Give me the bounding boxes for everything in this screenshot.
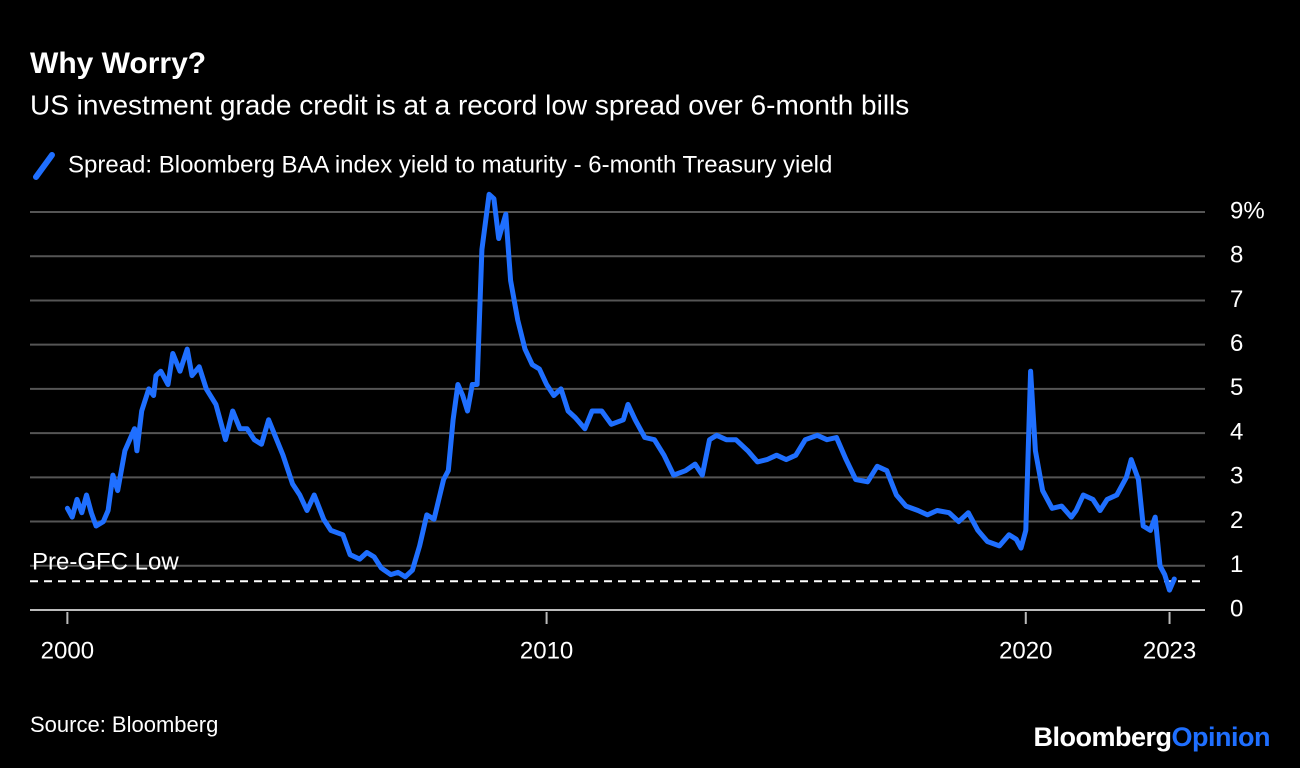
y-tick-label: 9% <box>1230 197 1265 224</box>
y-tick-label: 8 <box>1230 242 1243 269</box>
y-tick-label: 0 <box>1230 595 1243 622</box>
y-tick-label: 5 <box>1230 374 1243 401</box>
x-tick-label: 2023 <box>1143 637 1196 664</box>
source: Source: Bloomberg <box>30 712 218 737</box>
brand-opinion: Opinion <box>1172 722 1270 752</box>
brand: BloombergOpinion <box>1034 722 1271 752</box>
legend-swatch <box>33 152 55 180</box>
y-tick-label: 2 <box>1230 507 1243 534</box>
x-tick-label: 2000 <box>41 637 94 664</box>
chart-subtitle: US investment grade credit is at a recor… <box>30 89 909 120</box>
y-tick-label: 6 <box>1230 330 1243 357</box>
chart-title: Why Worry? <box>30 47 206 80</box>
legend-label: Spread: Bloomberg BAA index yield to mat… <box>68 151 832 178</box>
series-line <box>64 191 1177 593</box>
y-tick-label: 1 <box>1230 551 1243 578</box>
y-tick-label: 7 <box>1230 286 1243 313</box>
x-tick-label: 2020 <box>999 637 1052 664</box>
y-tick-label: 3 <box>1230 463 1243 490</box>
y-tick-label: 4 <box>1230 418 1243 445</box>
reference-label: Pre-GFC Low <box>32 549 179 576</box>
x-tick-label: 2010 <box>520 637 573 664</box>
brand-bloomberg: Bloomberg <box>1034 722 1172 752</box>
